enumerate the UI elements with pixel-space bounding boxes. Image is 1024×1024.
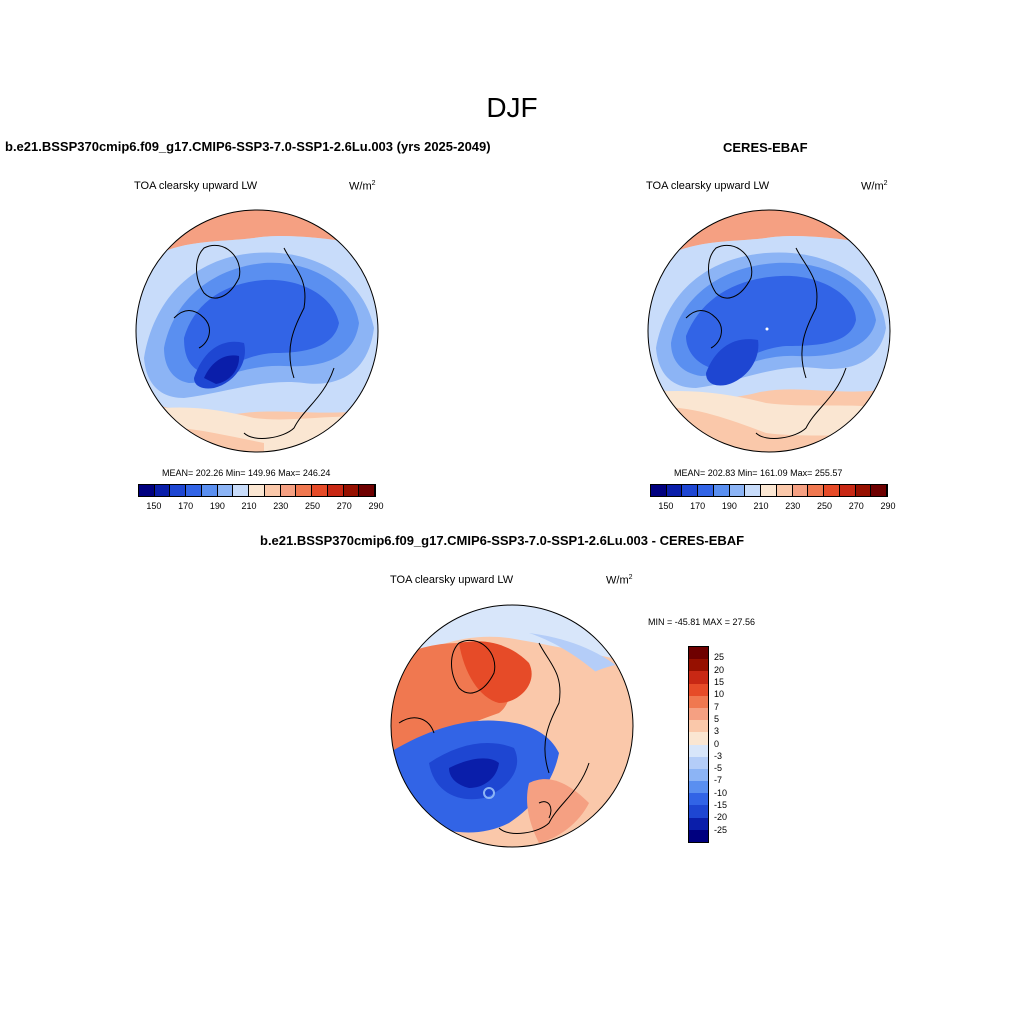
panel-variable-diff: TOA clearsky upward LW (390, 574, 514, 586)
colorbar-model: 150 170 190 210 230 250 270 290 (138, 484, 384, 516)
colorbar-swatch (312, 485, 328, 496)
colorbar-tick-label: 25 (714, 652, 725, 663)
colorbar-tick-label: 5 (714, 713, 720, 724)
colorbar-obs: 150 170 190 210 230 250 270 290 (650, 484, 896, 516)
colorbar-swatch (139, 485, 155, 496)
colorbar-tick-label: -25 (714, 824, 728, 835)
panel-stats-obs: MEAN= 202.83 Min= 161.09 Max= 255.57 (674, 468, 843, 478)
colorbar-swatch (280, 485, 297, 496)
figure-title: DJF (486, 92, 538, 123)
colorbar-swatch (689, 659, 708, 672)
colorbar-swatch (233, 485, 250, 496)
colorbar-swatch (264, 485, 281, 496)
panel-stats-diff: MIN = -45.81 MAX = 27.56 (648, 617, 756, 627)
colorbar-swatch (170, 485, 187, 496)
panel-title-obs: CERES-EBAF (723, 140, 808, 155)
colorbar-swatch (776, 485, 793, 496)
colorbar-swatch (824, 485, 840, 496)
colorbar-tick-label: 290 (368, 501, 384, 511)
colorbar-swatch (343, 485, 360, 496)
colorbar-swatch (689, 647, 708, 660)
colorbar-tick-label: 10 (714, 689, 725, 700)
colorbar-swatch (792, 485, 809, 496)
colorbar-tick-label: 290 (880, 501, 896, 511)
colorbar-swatch (249, 485, 265, 496)
colorbar-swatch (839, 485, 856, 496)
colorbar-swatch (666, 485, 683, 496)
colorbar-tick-label: 230 (273, 501, 289, 511)
colorbar-tick-label: -20 (714, 812, 728, 823)
colorbar-tick-label: 170 (690, 501, 706, 511)
colorbar-swatch (327, 485, 344, 496)
colorbar-swatch (689, 781, 708, 794)
colorbar-boxes (650, 484, 888, 497)
colorbar-tick-label: 210 (753, 501, 769, 511)
colorbar-diff: -25 -20 -15 -10 -7 -5 -3 0 3 5 7 10 15 20 25 (688, 646, 748, 846)
colorbar-tick-label: 190 (209, 501, 225, 511)
panel-title-model: b.e21.BSSP370cmip6.f09_g17.CMIP6-SSP3-7.… (5, 139, 491, 154)
colorbar-swatch (689, 720, 708, 733)
polar-map-obs (647, 209, 891, 453)
panel-title-diff: b.e21.BSSP370cmip6.f09_g17.CMIP6-SSP3-7.… (260, 533, 745, 548)
colorbar-swatch (689, 695, 708, 708)
panel-units-model: W/m2 (349, 180, 376, 193)
colorbar-tick-label: 270 (848, 501, 864, 511)
colorbar-tick-label: 230 (785, 501, 801, 511)
colorbar-tick-label: -5 (714, 763, 723, 774)
polar-map-diff (390, 604, 634, 848)
colorbar-swatch (359, 485, 376, 496)
colorbar-tick-label: 250 (305, 501, 321, 511)
colorbar-tick-label: -7 (714, 775, 723, 786)
colorbar-tick-label: 3 (714, 726, 720, 737)
colorbar-swatch (689, 671, 708, 684)
colorbar-swatch (689, 768, 708, 782)
colorbar-swatch (217, 485, 234, 496)
colorbar-swatch (186, 485, 202, 496)
colorbar-swatch (689, 817, 708, 830)
colorbar-swatch (201, 485, 218, 496)
colorbar-swatch (682, 485, 699, 496)
panel-units-obs: W/m2 (861, 180, 888, 193)
colorbar-swatch (689, 707, 708, 721)
colorbar-tick-label: 150 (658, 501, 674, 511)
colorbar-tick-label: 150 (146, 501, 162, 511)
colorbar-tick-label: -10 (714, 787, 728, 798)
polar-map-model (135, 209, 379, 453)
colorbar-swatch (689, 683, 708, 696)
colorbar-tick-label: 7 (714, 701, 720, 712)
colorbar-swatch (651, 485, 667, 496)
colorbar-tick-label: -15 (714, 800, 728, 811)
colorbar-swatch (761, 485, 777, 496)
colorbar-tick-label: 20 (714, 664, 725, 675)
colorbar-tick-label: 170 (178, 501, 194, 511)
colorbar-swatch (855, 485, 872, 496)
colorbar-swatch (296, 485, 313, 496)
colorbar-swatch (871, 485, 888, 496)
colorbar-boxes (138, 484, 376, 497)
colorbar-swatch (745, 485, 762, 496)
colorbar-swatch (729, 485, 746, 496)
colorbar-tick-label: 270 (336, 501, 352, 511)
colorbar-swatch (689, 732, 708, 745)
panel-variable-model: TOA clearsky upward LW (134, 180, 258, 192)
colorbar-tick-label: 15 (714, 676, 725, 687)
colorbar-swatch (689, 805, 708, 818)
colorbar-tick-label: 250 (817, 501, 833, 511)
colorbar-swatch (713, 485, 730, 496)
panel-stats-model: MEAN= 202.26 Min= 149.96 Max= 246.24 (162, 468, 331, 478)
colorbar-swatch (689, 756, 708, 769)
colorbar-swatch (689, 829, 708, 842)
colorbar-tick-label: -3 (714, 750, 723, 761)
panel-variable-obs: TOA clearsky upward LW (646, 180, 770, 192)
colorbar-swatch (808, 485, 825, 496)
colorbar-swatch (154, 485, 171, 496)
colorbar-tick-label: 190 (721, 501, 737, 511)
colorbar-tick-label: 0 (714, 738, 720, 749)
colorbar-tick-label: 210 (241, 501, 257, 511)
panel-units-diff: W/m2 (606, 574, 633, 587)
colorbar-boxes (688, 646, 709, 843)
colorbar-swatch (689, 744, 708, 757)
colorbar-swatch (698, 485, 714, 496)
colorbar-swatch (689, 793, 708, 806)
